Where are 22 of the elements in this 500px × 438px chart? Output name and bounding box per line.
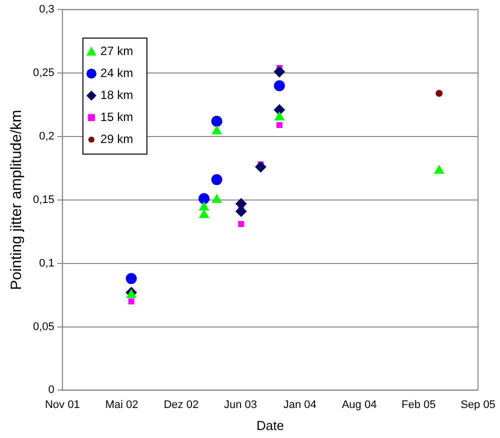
y-tick-label: 0,3 [39,4,54,16]
x-tick-label: Aug 04 [342,398,377,411]
y-tick-label: 0,2 [39,130,54,142]
legend-label: 27 km [100,44,134,58]
x-tick-label: Sep 05 [460,398,496,411]
x-tick-label: Nov 01 [44,398,80,411]
legend-label: 18 km [100,88,134,102]
legend-label: 24 km [100,66,134,80]
x-tick-label: Mai 02 [105,398,138,411]
y-tick-label: 0,1 [39,257,54,270]
legend-label: 29 km [100,132,134,146]
x-tick-label: Jun 03 [224,398,258,411]
y-tick-label: 0,25 [32,67,54,80]
x-tick-label: Dez 02 [164,398,199,411]
legend-label: 15 km [100,110,134,124]
x-tick-label: Jan 04 [283,398,316,411]
y-tick-label: 0,05 [32,320,54,333]
y-axis-title: Pointing jitter amplitude/km [8,110,26,290]
y-tick-label: 0 [48,384,54,396]
x-tick-label: Feb 05 [402,398,436,411]
y-tick-label: 0,15 [32,194,54,206]
x-axis-title: Date [256,418,284,433]
